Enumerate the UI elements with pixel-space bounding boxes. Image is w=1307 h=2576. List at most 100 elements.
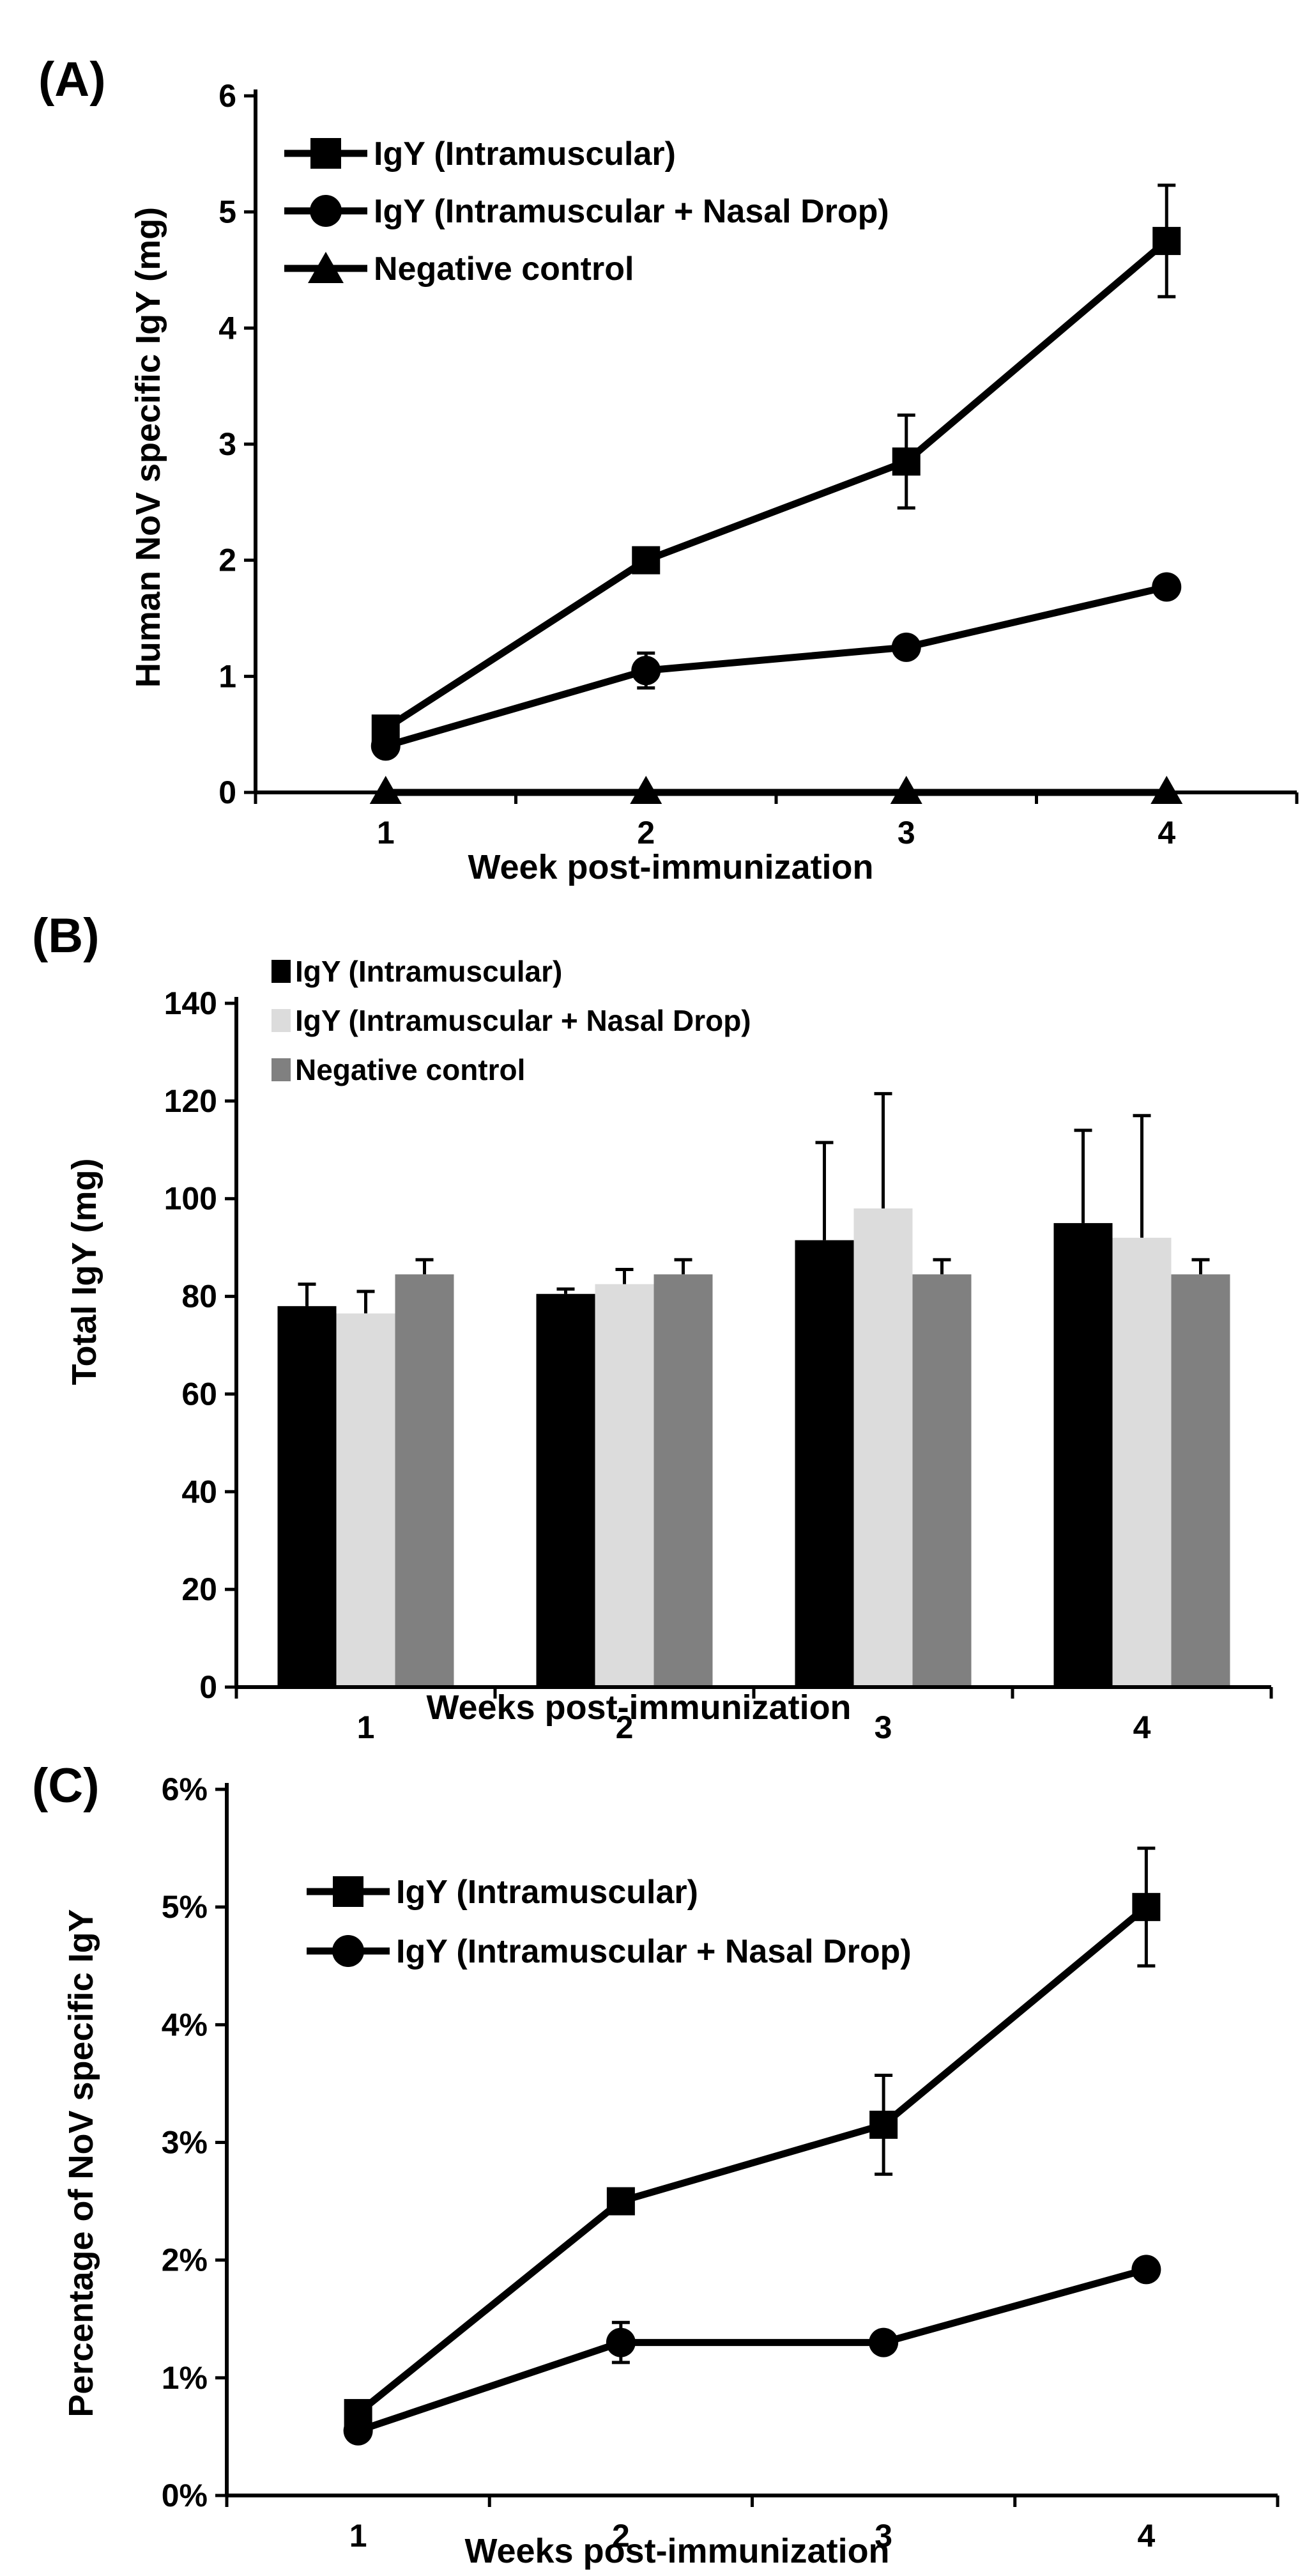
panel-b-y-tick-label: 60	[181, 1376, 217, 1412]
panel-c-legend: IgY (Intramuscular) IgY (Intramuscular +…	[307, 1874, 912, 1970]
legend-c-square-marker	[333, 1876, 363, 1907]
panel-c-x-tick-label: 1	[349, 2518, 367, 2554]
panel-a-y-tick-label: 3	[218, 426, 236, 462]
panel-a-x-tick-label: 1	[377, 815, 395, 851]
panel-c-y-tick-label: 2%	[162, 2242, 208, 2278]
panel-a-y-tick-label: 1	[218, 658, 236, 694]
panel-c-y-tick-label: 1%	[162, 2360, 208, 2396]
panel-b-x-tick-label: 2	[616, 1709, 634, 1745]
legend-a-label-3: Negative control	[374, 251, 634, 288]
panel-b-label: (B)	[32, 909, 100, 963]
panel-b-y-tick-label: 0	[199, 1669, 217, 1705]
panel-b-x-tick-label: 4	[1133, 1709, 1151, 1745]
panel-a-x-tick-label: 3	[898, 815, 915, 851]
panel-c-y-tick-label: 4%	[162, 2007, 208, 2042]
panel-c-series-1-point	[869, 2327, 899, 2357]
panel-c-label: (C)	[32, 1759, 100, 1813]
panel-b-series-1-bar	[1112, 1237, 1172, 1687]
legend-a-square-marker	[310, 138, 341, 169]
panel-a-series-1-point	[1152, 572, 1182, 602]
panel-b-y-tick-label: 40	[181, 1474, 217, 1509]
panel-c-series-0-point	[869, 2110, 898, 2139]
panel-c-plot: 0% 1% 2% 3% 4% 5% 6% 1 2 3 4	[162, 1771, 1280, 2554]
panel-c-series-0-point	[606, 2187, 635, 2216]
panel-c-y-tick-label: 5%	[162, 1889, 208, 1925]
panel-a-x-tick-label: 2	[637, 815, 655, 851]
panel-a-xlabel: Week post-immunization	[468, 848, 873, 886]
panel-a-series-1-point	[891, 632, 921, 662]
legend-b-swatch-3	[271, 1058, 291, 1081]
panel-b-series-1-bar	[336, 1313, 395, 1687]
panel-a-y-tick-label: 6	[218, 78, 236, 114]
panel-b-plot: 0 20 40 60 80 100 120 140 1 2 3 4	[164, 985, 1273, 1745]
panel-a-plot: 0 1 2 3 4 5 6 1 2 3 4	[218, 78, 1299, 851]
panel-a-y-tick-label: 4	[218, 310, 236, 346]
legend-a-triangle-marker	[308, 252, 344, 283]
panel-b-x-tick-label: 3	[875, 1709, 892, 1745]
legend-c-label-2: IgY (Intramuscular + Nasal Drop)	[396, 1933, 912, 1970]
legend-b-label-3: Negative control	[295, 1053, 525, 1086]
panel-b-ylabel: Total IgY (mg)	[65, 1159, 103, 1385]
legend-b-label-1: IgY (Intramuscular)	[295, 955, 562, 988]
panel-c-series-0-line	[356, 1904, 1149, 2416]
panel-b-series-0-bar	[536, 1293, 595, 1687]
panel-c-xlabel: Weeks post-immunization	[464, 2532, 889, 2570]
panel-c-series-1-line	[356, 2266, 1147, 2434]
panel-a-series-0-point	[1152, 227, 1181, 256]
panel-a-series-2-point	[1150, 776, 1183, 804]
panel-c-x-tick-label: 3	[875, 2518, 892, 2554]
panel-b-y-tick-label: 20	[181, 1571, 217, 1607]
panel-a-legend: IgY (Intramuscular) IgY (Intramuscular +…	[284, 135, 889, 288]
panel-b-y-tick-label: 120	[164, 1083, 217, 1119]
panel-b-y-tick-label: 100	[164, 1181, 217, 1217]
panel-a-series-0-point	[632, 546, 661, 575]
panel-a-series-2-point	[630, 776, 662, 804]
panel-c: (C) Percentage of NoV specific IgY Weeks…	[32, 1759, 1280, 2570]
legend-a-circle-marker	[310, 195, 342, 227]
panel-b-xlabel: Weeks post-immunization	[426, 1688, 851, 1727]
panel-a-series-2-point	[890, 776, 922, 804]
panel-b-y-tick-label: 80	[181, 1279, 217, 1315]
panel-a-ylabel: Human NoV specific IgY (mg)	[129, 207, 167, 688]
panel-a-x-tick-label: 4	[1158, 815, 1175, 851]
panel-b-series-2-bar	[912, 1274, 972, 1687]
panel-c-x-tick-label: 2	[612, 2518, 630, 2554]
panel-a-y-tick-label: 5	[218, 194, 236, 230]
panel-a: (A) Human NoV specific IgY (mg) Week pos…	[38, 52, 1299, 886]
panel-c-series-1-point	[606, 2327, 636, 2357]
panel-c-series-1-point	[1131, 2255, 1161, 2285]
panel-a-label: (A)	[38, 52, 106, 107]
panel-b-series-0-bar	[795, 1240, 854, 1687]
panel-c-y-tick-label: 6%	[162, 1771, 208, 1807]
panel-b-x-tick-label: 1	[357, 1709, 375, 1745]
panel-a-y-tick-label: 0	[218, 775, 236, 810]
panel-b-y-tick-label: 140	[164, 985, 217, 1021]
panel-b-series-0-bar	[1053, 1222, 1113, 1687]
legend-b-label-2: IgY (Intramuscular + Nasal Drop)	[295, 1004, 751, 1037]
panel-c-y-tick-label: 0%	[162, 2478, 208, 2513]
legend-a-label-2: IgY (Intramuscular + Nasal Drop)	[374, 193, 889, 230]
legend-b-swatch-1	[271, 960, 291, 983]
legend-c-label-1: IgY (Intramuscular)	[396, 1874, 698, 1911]
panel-c-x-tick-label: 4	[1137, 2518, 1155, 2554]
panel-a-series-1-point	[371, 731, 401, 761]
panel-c-ylabel: Percentage of NoV specific IgY	[62, 1909, 100, 2417]
panel-c-series-1-point	[343, 2416, 373, 2446]
legend-a-label-1: IgY (Intramuscular)	[374, 135, 676, 173]
panel-a-series-0-point	[892, 447, 921, 476]
panel-b-series-1-bar	[853, 1208, 913, 1687]
panel-b-series-2-bar	[654, 1274, 713, 1687]
legend-b-swatch-2	[271, 1009, 291, 1032]
panel-b-series-0-bar	[277, 1306, 337, 1687]
panel-b: (B) Total IgY (mg) Weeks post-immunizati…	[32, 909, 1273, 1745]
panel-a-y-tick-label: 2	[218, 543, 236, 578]
panel-c-y-tick-label: 3%	[162, 2125, 208, 2161]
panel-a-series-1-line	[385, 583, 1168, 750]
panel-a-series-1-point	[631, 656, 661, 686]
panel-a-series-2-point	[369, 776, 402, 804]
legend-c-circle-marker	[332, 1935, 364, 1967]
panel-b-series-2-bar	[1171, 1274, 1230, 1687]
panel-b-series-2-bar	[395, 1274, 454, 1687]
panel-c-series-0-point	[1132, 1893, 1161, 1922]
